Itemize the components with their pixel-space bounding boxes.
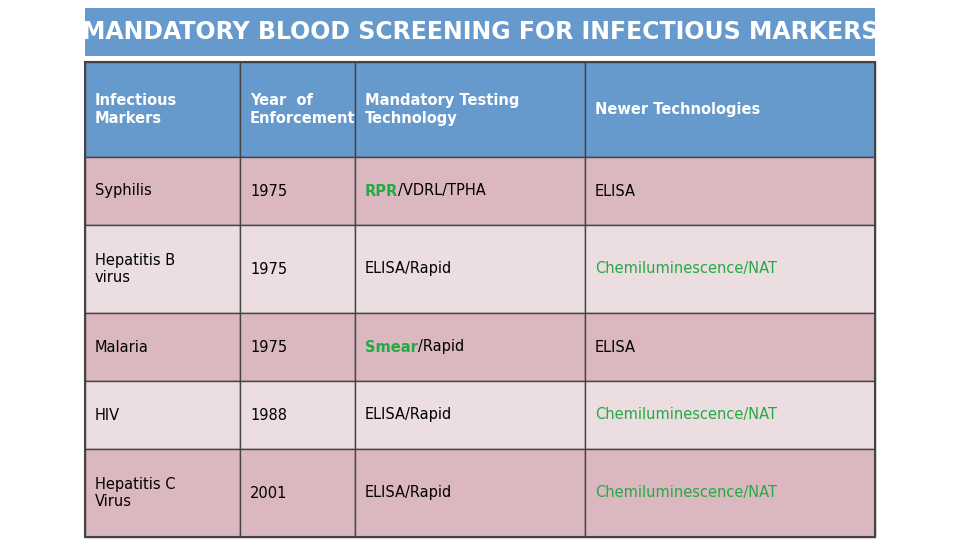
Bar — [85, 157, 240, 225]
Text: Year  of
Enforcement: Year of Enforcement — [250, 93, 355, 126]
Text: Chemiluminescence/NAT: Chemiluminescence/NAT — [595, 408, 777, 422]
Text: ELISA/Rapid: ELISA/Rapid — [365, 261, 452, 276]
Text: Hepatitis C
Virus: Hepatitis C Virus — [95, 477, 176, 509]
Bar — [585, 225, 875, 313]
Text: Mandatory Testing
Technology: Mandatory Testing Technology — [365, 93, 519, 126]
Text: Chemiluminescence/NAT: Chemiluminescence/NAT — [595, 261, 777, 276]
Text: HIV: HIV — [95, 408, 120, 422]
Bar — [355, 157, 585, 225]
Bar — [355, 313, 585, 381]
Bar — [585, 449, 875, 537]
Bar — [240, 157, 355, 225]
Bar — [85, 62, 240, 157]
Bar — [585, 62, 875, 157]
Text: 1975: 1975 — [250, 261, 287, 276]
Text: ELISA: ELISA — [595, 184, 636, 199]
Text: Syphilis: Syphilis — [95, 184, 152, 199]
Text: Chemiluminescence/NAT: Chemiluminescence/NAT — [595, 485, 777, 501]
Text: ELISA: ELISA — [595, 340, 636, 354]
Bar — [85, 381, 240, 449]
Bar — [355, 381, 585, 449]
Text: /VDRL/TPHA: /VDRL/TPHA — [398, 184, 486, 199]
Bar — [85, 62, 875, 537]
Bar — [240, 381, 355, 449]
Text: RPR: RPR — [365, 184, 398, 199]
Bar — [240, 225, 355, 313]
Text: ELISA/Rapid: ELISA/Rapid — [365, 485, 452, 501]
Text: 1988: 1988 — [250, 408, 287, 422]
Text: /Rapid: /Rapid — [418, 340, 464, 354]
Bar — [355, 225, 585, 313]
Text: 1975: 1975 — [250, 184, 287, 199]
Bar — [85, 8, 875, 56]
Bar — [240, 62, 355, 157]
Text: Hepatitis B
virus: Hepatitis B virus — [95, 253, 175, 285]
Text: 1975: 1975 — [250, 340, 287, 354]
Text: 2001: 2001 — [250, 485, 287, 501]
Bar — [585, 381, 875, 449]
Bar — [85, 449, 240, 537]
Bar — [85, 225, 240, 313]
Text: ELISA/Rapid: ELISA/Rapid — [365, 408, 452, 422]
Bar — [355, 62, 585, 157]
Text: Infectious
Markers: Infectious Markers — [95, 93, 178, 126]
Bar — [585, 313, 875, 381]
Text: Newer Technologies: Newer Technologies — [595, 102, 760, 117]
Bar — [355, 449, 585, 537]
Bar — [585, 157, 875, 225]
Bar — [240, 449, 355, 537]
Text: MANDATORY BLOOD SCREENING FOR INFECTIOUS MARKERS: MANDATORY BLOOD SCREENING FOR INFECTIOUS… — [82, 20, 878, 44]
Text: Malaria: Malaria — [95, 340, 149, 354]
Bar — [85, 313, 240, 381]
Text: Smear: Smear — [365, 340, 418, 354]
Bar — [240, 313, 355, 381]
